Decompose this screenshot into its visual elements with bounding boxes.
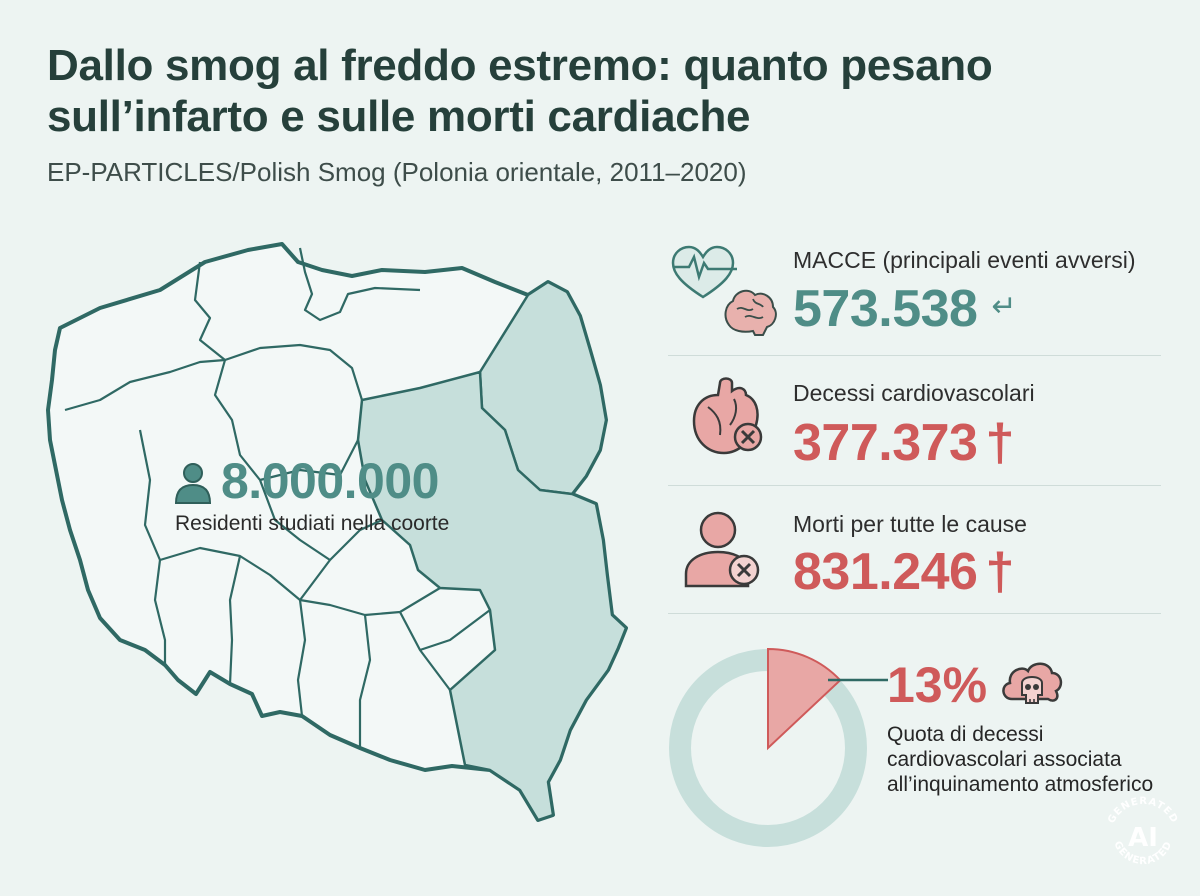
pollution-share-value: 13% — [887, 657, 988, 713]
divider-3 — [668, 613, 1161, 614]
cv-deaths-value: 377.373 † — [793, 413, 1014, 473]
page-title: Dallo smog al freddo estremo: quanto pes… — [47, 40, 1147, 142]
pollution-share-label: Quota di decessi cardiovascolari associa… — [887, 723, 1154, 797]
divider-2 — [668, 485, 1161, 486]
subtitle: EP-PARTICLES/Polish Smog (Polonia orient… — [47, 157, 747, 187]
cv-deaths-number: 377.373 — [793, 414, 978, 472]
title-line-1: Dallo smog al freddo estremo: quanto pes… — [47, 41, 993, 90]
person-x-icon — [684, 511, 760, 588]
pollution-slice — [767, 647, 842, 751]
poland-map — [46, 242, 628, 822]
divider-1 — [668, 355, 1161, 356]
all-deaths-number: 831.246 — [793, 543, 978, 601]
macce-value: 573.538 ↵ — [793, 279, 1017, 339]
title-line-2: sull’infarto e sulle morti cardiache — [47, 92, 751, 142]
heart-cross-icon — [692, 377, 763, 455]
dagger-icon: † — [985, 543, 1014, 601]
cv-deaths-label: Decessi cardiovascolari — [793, 380, 1035, 406]
all-deaths-value: 831.246 † — [793, 542, 1014, 602]
return-arrow-icon: ↵ — [991, 290, 1017, 323]
residents-label: Residenti studiati nella coorte — [175, 512, 450, 535]
pollution-share-donut — [669, 647, 888, 847]
skull-cloud-icon — [1002, 662, 1063, 704]
macce-number: 573.538 — [793, 280, 978, 338]
badge-center-text: AI — [1128, 823, 1158, 853]
badge-top-text: GENERATED — [1106, 796, 1179, 826]
dagger-icon: † — [985, 414, 1014, 472]
macce-label: MACCE (principali eventi avversi) — [793, 247, 1136, 273]
heart-brain-icon — [671, 245, 777, 336]
province-borders — [64, 247, 491, 748]
eastern-region-central — [356, 370, 628, 822]
ai-generated-badge: GENERATED AI GENERATED — [1106, 796, 1180, 867]
residents-count: 8.000.000 — [221, 453, 439, 509]
svg-text:GENERATED: GENERATED — [1106, 796, 1180, 826]
person-icon — [174, 463, 212, 504]
all-deaths-label: Morti per tutte le cause — [793, 511, 1027, 537]
